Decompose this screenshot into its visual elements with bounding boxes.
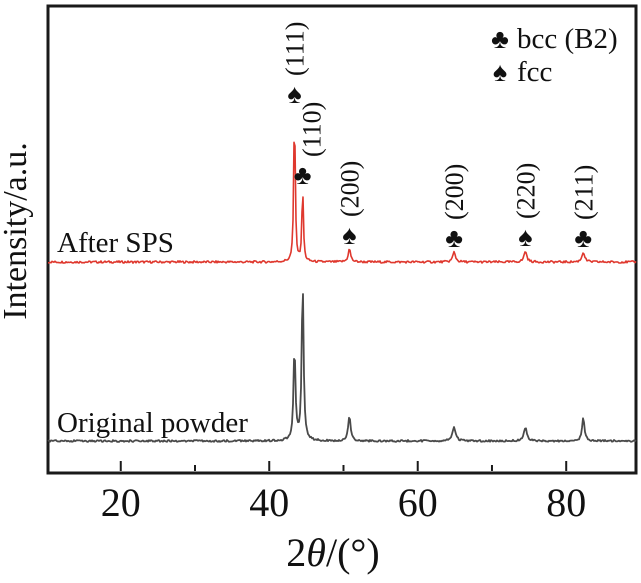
club-icon: ♣ — [491, 24, 509, 54]
x-tick-label: 60 — [398, 480, 438, 525]
y-axis-label: Intensity/a.u. — [0, 142, 34, 320]
peak-hkl-label: (200) — [335, 161, 364, 217]
peak-hkl-label: (200) — [440, 164, 469, 220]
x-axis-ticks: 20 40 60 80 — [101, 461, 586, 525]
legend: ♣ bcc (B2) ♠ fcc — [491, 23, 618, 88]
peak-hkl-label: (211) — [569, 165, 598, 220]
x-tick-label: 40 — [249, 480, 289, 525]
plot-frame — [46, 4, 638, 475]
curves — [47, 141, 637, 443]
legend-label: bcc (B2) — [517, 23, 618, 55]
peak-hkl-label: (110) — [298, 102, 327, 157]
spade-icon: ♠ — [342, 220, 356, 250]
curve-original-powder — [47, 293, 637, 443]
spade-icon: ♠ — [493, 57, 507, 87]
club-icon: ♣ — [574, 223, 592, 253]
spade-icon: ♠ — [518, 222, 532, 252]
x-tick-label: 20 — [101, 480, 141, 525]
club-icon: ♣ — [294, 160, 312, 190]
series-label-original-powder: Original powder — [57, 407, 248, 439]
series-label-after-sps: After SPS — [57, 227, 174, 259]
x-axis-label: 2θ/(°) — [286, 530, 379, 575]
peak-annotations: ♠(111)♣(110)♠(200)♣(200)♠(220)♣(211) — [280, 22, 598, 253]
legend-label: fcc — [517, 56, 552, 88]
peak-hkl-label: (111) — [280, 22, 309, 76]
peak-hkl-label: (220) — [511, 163, 540, 219]
curve-after-sps — [48, 141, 637, 264]
club-icon: ♣ — [445, 223, 463, 253]
spade-icon: ♠ — [287, 79, 301, 109]
x-tick-label: 80 — [546, 480, 586, 525]
